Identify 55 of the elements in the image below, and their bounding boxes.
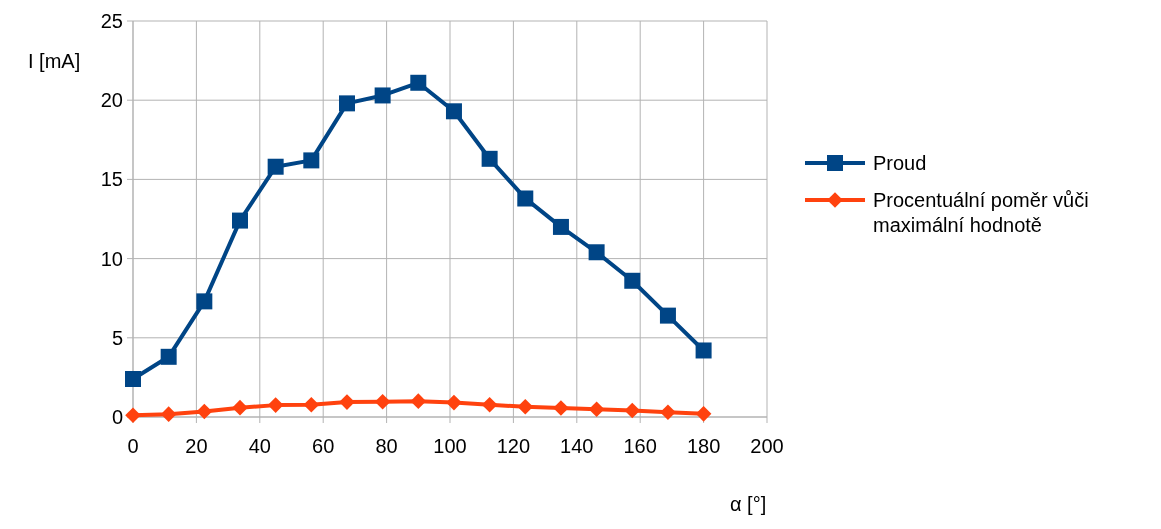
point: [231, 212, 248, 229]
point: [481, 397, 498, 413]
point: [125, 407, 141, 424]
x-tick-label: 180: [686, 435, 721, 457]
point: [267, 397, 284, 413]
x-tick-label: 80: [375, 435, 398, 457]
point: [517, 190, 534, 207]
point: [446, 394, 462, 411]
point: [695, 342, 712, 359]
point: [695, 406, 712, 422]
point: [338, 95, 355, 112]
x-tick-label: 140: [560, 435, 594, 457]
y-tick-label: 20: [100, 89, 123, 112]
x-tick-label: 100: [433, 435, 467, 457]
point: [553, 400, 569, 416]
point: [624, 272, 641, 289]
point: [303, 397, 320, 413]
x-tick-label: 0: [127, 435, 139, 457]
y-tick-label: 25: [100, 10, 123, 32]
x-axis-title: α [°]: [730, 493, 767, 515]
y-tick-label: 5: [111, 326, 123, 349]
point: [303, 152, 320, 169]
point: [588, 244, 605, 261]
point: [232, 399, 248, 416]
y-tick-label: 0: [111, 406, 123, 428]
point: [160, 348, 177, 365]
x-tick-label: 60: [312, 435, 335, 457]
y-axis-title: I [mA]: [28, 50, 81, 72]
point: [374, 393, 391, 410]
point: [125, 370, 141, 387]
point: [410, 393, 427, 409]
point: [410, 74, 427, 91]
point: [660, 404, 676, 421]
x-tick-label: 40: [248, 435, 271, 457]
y-tick-label: 10: [100, 247, 123, 270]
legend-label: Procentuální poměr vůči maximální hodnotě: [873, 189, 1089, 236]
point: [659, 307, 676, 324]
point: [160, 406, 177, 422]
point: [552, 218, 569, 235]
point: [517, 398, 534, 415]
point: [445, 103, 462, 120]
x-tick-label: 200: [750, 435, 784, 457]
point: [267, 158, 284, 175]
point: [196, 403, 213, 420]
y-tick-label: 15: [100, 168, 123, 191]
legend-label: Proud: [873, 152, 927, 174]
point: [624, 402, 641, 419]
point: [196, 293, 213, 310]
point: [588, 401, 605, 418]
x-tick-label: 20: [185, 435, 208, 457]
point: [481, 150, 498, 167]
point: [339, 394, 355, 410]
x-tick-label: 160: [623, 435, 657, 457]
x-tick-label: 120: [496, 435, 531, 457]
point: [374, 87, 391, 104]
